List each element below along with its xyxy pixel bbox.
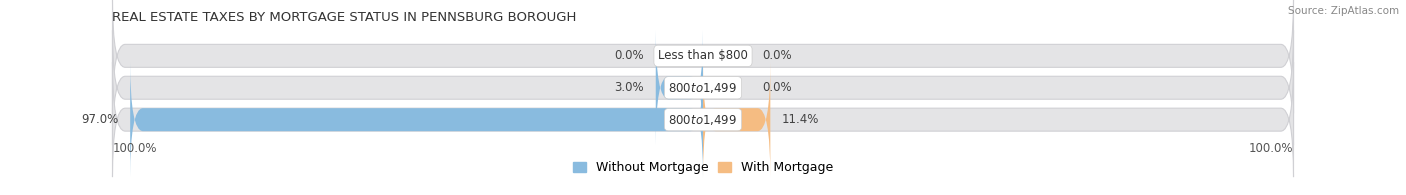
Text: $800 to $1,499: $800 to $1,499 (668, 81, 738, 95)
Text: REAL ESTATE TAXES BY MORTGAGE STATUS IN PENNSBURG BOROUGH: REAL ESTATE TAXES BY MORTGAGE STATUS IN … (112, 11, 576, 24)
Text: $800 to $1,499: $800 to $1,499 (668, 113, 738, 127)
Text: 97.0%: 97.0% (82, 113, 118, 126)
FancyBboxPatch shape (703, 62, 770, 177)
FancyBboxPatch shape (112, 30, 1294, 145)
FancyBboxPatch shape (655, 30, 703, 145)
Text: 3.0%: 3.0% (614, 81, 644, 94)
Text: 0.0%: 0.0% (762, 49, 792, 62)
Text: 0.0%: 0.0% (614, 49, 644, 62)
Text: 11.4%: 11.4% (782, 113, 820, 126)
Text: 100.0%: 100.0% (112, 142, 157, 155)
Text: Less than $800: Less than $800 (658, 49, 748, 62)
FancyBboxPatch shape (112, 0, 1294, 113)
Text: 100.0%: 100.0% (1249, 142, 1294, 155)
FancyBboxPatch shape (112, 62, 1294, 177)
Legend: Without Mortgage, With Mortgage: Without Mortgage, With Mortgage (574, 161, 832, 174)
FancyBboxPatch shape (131, 62, 703, 177)
Text: 0.0%: 0.0% (762, 81, 792, 94)
Text: Source: ZipAtlas.com: Source: ZipAtlas.com (1288, 6, 1399, 16)
